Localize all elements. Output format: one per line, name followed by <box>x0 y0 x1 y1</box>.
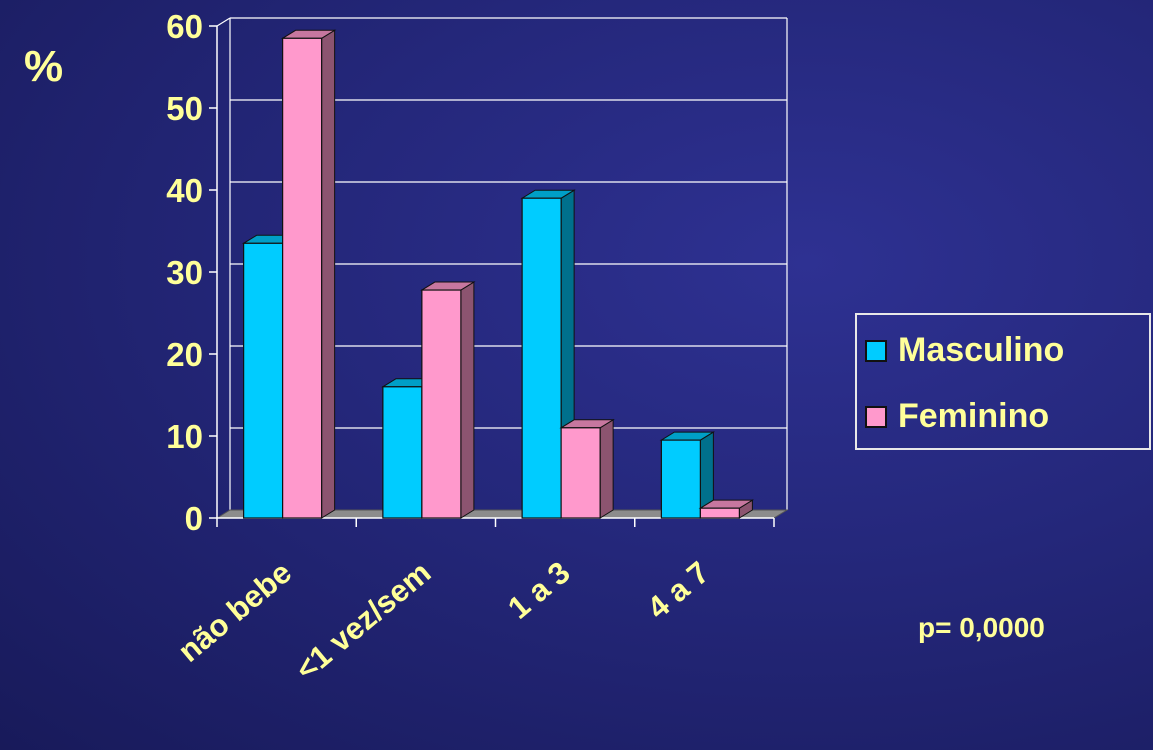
bar-front-face <box>699 507 740 519</box>
y-tick-label: 20 <box>166 336 203 373</box>
bar-feminino-1 <box>420 281 476 519</box>
category-label: <1 vez/sem <box>289 555 438 688</box>
bar-feminino-2 <box>559 418 615 519</box>
bar-side-face <box>599 418 614 519</box>
bar-front-face <box>382 386 423 519</box>
bar-feminino-3 <box>698 499 755 519</box>
category-label: 1 a 3 <box>501 555 576 626</box>
legend-item-masculino: Masculino <box>865 331 1064 370</box>
bar-front-face <box>521 197 562 519</box>
bar-layer <box>241 29 755 519</box>
y-tick-label: 10 <box>166 418 203 455</box>
bar-front-face <box>560 427 601 519</box>
legend-swatch-masculino <box>865 339 887 362</box>
legend: Masculino Feminino <box>855 313 1151 450</box>
y-tick-label: 30 <box>166 254 203 291</box>
bar-front-face <box>243 242 284 519</box>
y-tick-label: 60 <box>166 8 203 45</box>
legend-item-feminino: Feminino <box>865 397 1049 436</box>
bar-side-face <box>321 29 336 519</box>
category-label: 4 a 7 <box>641 555 716 626</box>
bar-side-face <box>460 281 475 519</box>
y-tick-label: 40 <box>166 172 203 209</box>
bar-front-face <box>660 439 701 519</box>
bar-feminino-0 <box>280 29 337 519</box>
bar-front-face <box>282 37 323 519</box>
y-tick-label: 50 <box>166 90 203 127</box>
side-wall-top-edge <box>216 17 231 27</box>
legend-label-masculino: Masculino <box>898 331 1065 369</box>
y-tick-label: 0 <box>185 500 203 537</box>
p-value-annotation: p= 0,0000 <box>918 612 1045 643</box>
legend-label-feminino: Feminino <box>898 397 1050 435</box>
legend-swatch-feminino <box>865 405 887 428</box>
category-label: não bebe <box>171 555 298 669</box>
y-axis-label: % <box>24 42 64 91</box>
bar-masculino-3 <box>659 431 716 519</box>
bar-front-face <box>421 289 462 519</box>
